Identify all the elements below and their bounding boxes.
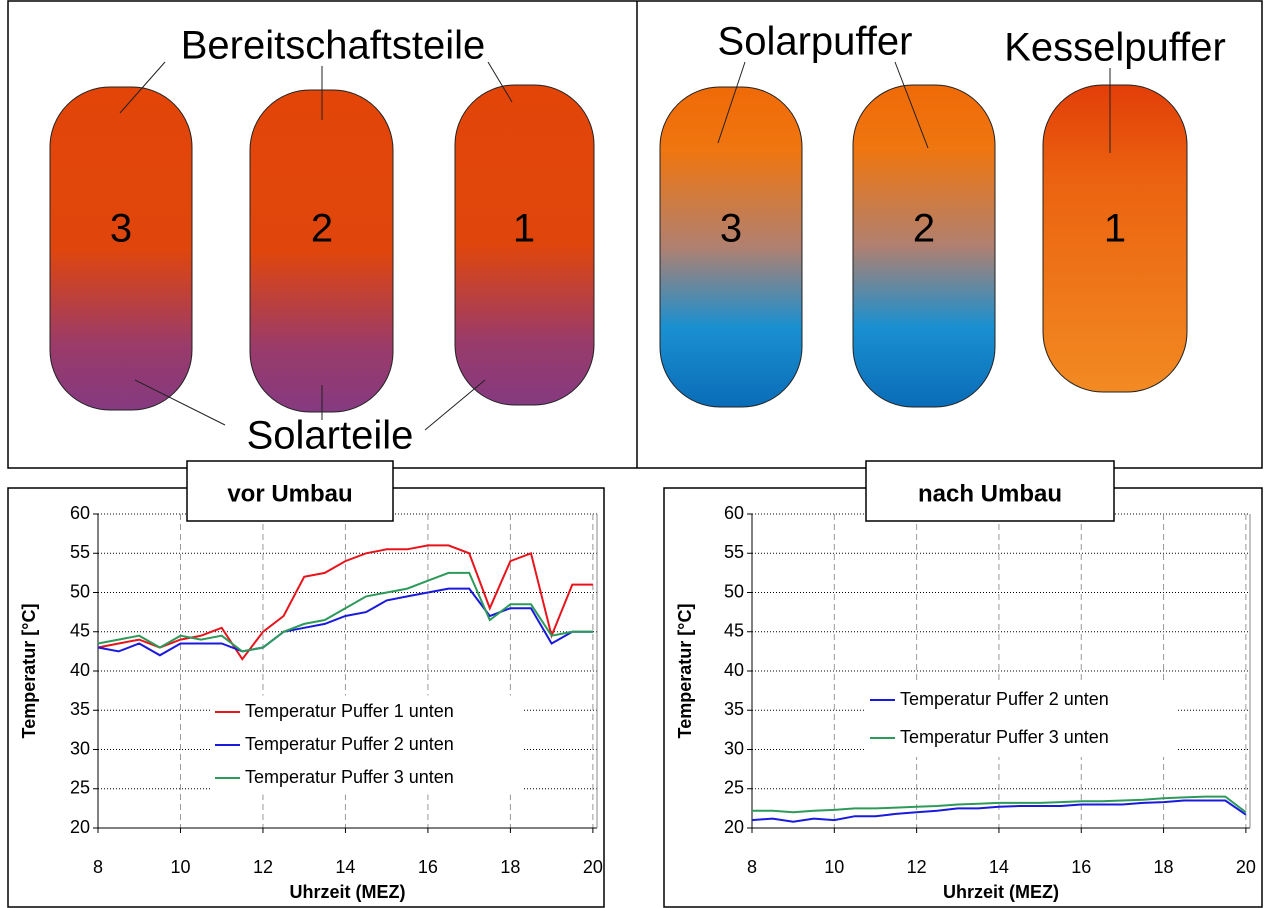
y-tick-label: 30	[70, 738, 90, 758]
tank	[454, 84, 595, 406]
x-tick-label: 14	[335, 857, 355, 877]
x-tick-label: 16	[1071, 857, 1091, 877]
y-tick-label: 60	[724, 503, 744, 523]
legend-label: Temperatur Puffer 3 unten	[900, 727, 1109, 747]
legend-label: Temperatur Puffer 2 unten	[900, 689, 1109, 709]
tank-number: 1	[513, 207, 535, 251]
diagram-frame	[7, 0, 1263, 469]
y-tick-label: 20	[724, 817, 744, 837]
x-tick-label: 10	[824, 857, 844, 877]
tank-number: 3	[720, 207, 742, 251]
x-tick-label: 16	[418, 857, 438, 877]
series-line	[97, 571, 593, 653]
legend-box	[865, 681, 1177, 757]
title-box	[186, 460, 394, 522]
title-box	[865, 460, 1115, 522]
x-tick-label: 12	[253, 857, 273, 877]
legend-label: Temperatur Puffer 1 unten	[245, 701, 454, 721]
tank	[659, 86, 803, 408]
y-tick-label: 60	[70, 503, 90, 523]
x-tick-label: 8	[747, 857, 757, 877]
y-tick-label: 20	[70, 817, 90, 837]
y-tick-label: 45	[70, 621, 90, 641]
diagram: Bereitschaftsteile Solarteile Solarpuffe…	[7, 0, 1263, 469]
y-tick-label: 55	[70, 542, 90, 562]
tank	[49, 86, 193, 411]
y-axis-label: Temperatur [°C]	[675, 604, 695, 739]
x-tick-label: 20	[1236, 857, 1256, 877]
y-tick-label: 50	[70, 581, 90, 601]
y-tick-label: 25	[724, 778, 744, 798]
tank-number: 2	[913, 207, 935, 251]
label: Solarpuffer	[718, 20, 913, 64]
legend-label: Temperatur Puffer 2 unten	[245, 734, 454, 754]
chart-title: vor Umbau	[227, 480, 352, 507]
tank	[852, 84, 996, 408]
x-axis-label: Uhrzeit (MEZ)	[290, 882, 406, 902]
legend-box	[210, 695, 522, 795]
label: Kesselpuffer	[1004, 26, 1226, 70]
series-line	[751, 799, 1247, 823]
series-line	[752, 795, 1247, 814]
y-tick-label: 50	[724, 581, 744, 601]
y-tick-label: 35	[724, 699, 744, 719]
leaders	[119, 61, 1111, 431]
x-axis-label: Uhrzeit (MEZ)	[943, 882, 1059, 902]
y-tick-label: 55	[724, 542, 744, 562]
y-tick-label: 40	[724, 660, 744, 680]
y-tick-label: 45	[724, 621, 744, 641]
x-tick-label: 18	[1154, 857, 1174, 877]
x-tick-label: 10	[170, 857, 190, 877]
x-tick-label: 14	[989, 857, 1009, 877]
tank	[249, 89, 394, 413]
y-tick-label: 35	[70, 699, 90, 719]
y-tick-label: 40	[70, 660, 90, 680]
tank-number: 1	[1104, 207, 1126, 251]
label: Solarteile	[247, 414, 414, 458]
x-tick-label: 8	[93, 857, 103, 877]
series-line	[97, 544, 593, 661]
tank-number: 2	[311, 207, 333, 251]
y-tick-label: 30	[724, 738, 744, 758]
x-tick-label: 18	[500, 857, 520, 877]
series-line	[97, 587, 593, 657]
label: Bereitschaftsteile	[181, 24, 486, 68]
legend-label: Temperatur Puffer 3 unten	[245, 767, 454, 787]
x-tick-label: 20	[583, 857, 603, 877]
x-tick-label: 12	[907, 857, 927, 877]
chart-title: nach Umbau	[918, 480, 1062, 507]
tank-number: 3	[110, 207, 132, 251]
tank	[1042, 84, 1188, 393]
y-axis-label: Temperatur [°C]	[19, 604, 39, 739]
y-tick-label: 25	[70, 778, 90, 798]
